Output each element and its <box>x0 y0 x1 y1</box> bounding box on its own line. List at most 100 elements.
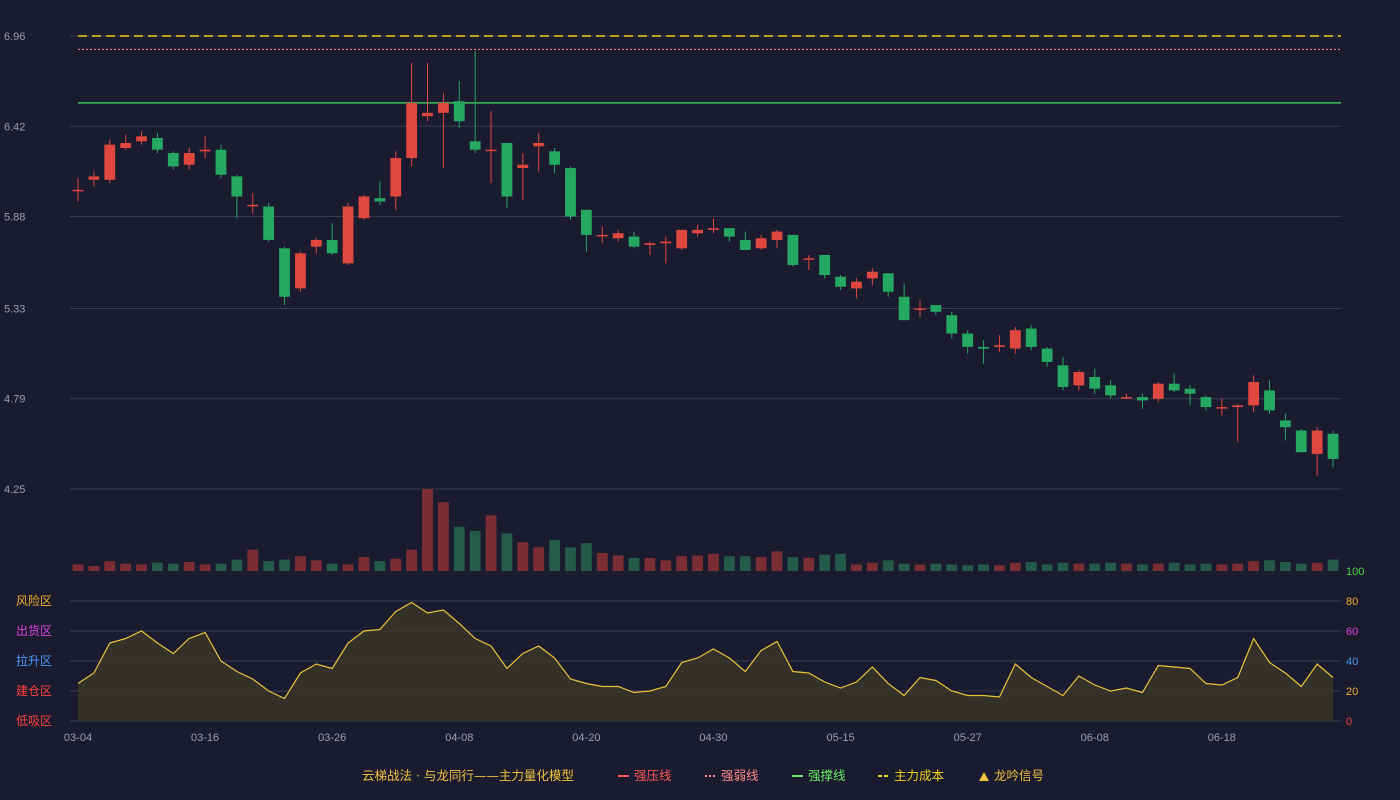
candle-body <box>1279 420 1291 428</box>
volume-bar <box>914 564 926 571</box>
volume-bar <box>72 564 84 571</box>
candle-body <box>644 243 656 245</box>
candle-body <box>565 168 576 217</box>
candle-body <box>501 142 513 197</box>
volume-bar <box>549 539 561 571</box>
candle-body <box>1057 365 1069 388</box>
volume-bar <box>136 564 147 571</box>
candle-body <box>676 229 688 249</box>
candle-body <box>279 248 290 297</box>
volume-bar <box>183 561 195 571</box>
zone-label: 出货区 <box>16 623 52 638</box>
candle-body <box>1041 348 1053 362</box>
volume-bar <box>660 560 672 571</box>
candle-body <box>914 308 926 310</box>
volume-bar <box>1184 564 1196 571</box>
x-tick-label: 04-20 <box>572 732 600 744</box>
legend-item-label: 龙吟信号 <box>994 768 1044 783</box>
oscillator-tick-label: 60 <box>1346 626 1358 638</box>
candle-body <box>167 153 179 167</box>
candle-body <box>962 333 974 347</box>
volume-bar <box>580 543 592 571</box>
candle-body <box>755 238 767 249</box>
candle-body <box>1089 377 1101 389</box>
legend-item-label: 强压线 <box>634 768 672 783</box>
oscillator-tick-label: 20 <box>1346 686 1358 698</box>
x-tick-label: 06-18 <box>1208 732 1236 744</box>
candle-body <box>1009 330 1021 349</box>
volume-bar <box>406 549 418 571</box>
candle-body <box>358 196 370 219</box>
volume-bar <box>358 557 370 571</box>
volume-bar <box>295 556 306 571</box>
candle-body <box>978 346 989 349</box>
x-tick-label: 04-08 <box>445 732 473 744</box>
volume-bar <box>787 557 799 571</box>
volume-bar <box>676 556 688 571</box>
x-tick-label: 05-27 <box>954 732 982 744</box>
legend-title: 云梯战法 · 与龙同行——主力量化模型 <box>362 768 574 783</box>
volume-bar <box>326 563 338 571</box>
zone-label: 风险区 <box>16 593 52 608</box>
volume-bar <box>501 533 513 571</box>
candle-body <box>692 229 703 234</box>
candle-body <box>422 112 433 117</box>
price-tick-label: 6.96 <box>4 31 25 43</box>
candle-body <box>835 276 846 287</box>
volume-bar <box>469 530 481 571</box>
candle-body <box>628 236 640 247</box>
volume-bar <box>437 502 449 571</box>
candle-body <box>469 141 481 150</box>
volume-bar <box>422 489 433 571</box>
volume-bar <box>1121 563 1132 571</box>
zone-label: 建仓区 <box>16 684 52 698</box>
volume-bar <box>215 563 227 571</box>
candle-body <box>247 204 259 207</box>
volume-bar <box>882 560 894 571</box>
candle-body <box>708 228 719 230</box>
candle-body <box>930 305 942 312</box>
candle-body <box>882 273 894 292</box>
volume-bar <box>866 562 878 571</box>
volume-bar <box>1089 563 1101 571</box>
candle-body <box>485 149 497 152</box>
price-tick-label: 5.33 <box>4 303 25 315</box>
volume-bar <box>835 553 846 571</box>
volume-bar <box>644 557 656 571</box>
candle-body <box>580 209 592 235</box>
candle-body <box>787 234 799 266</box>
candle-body <box>1025 328 1037 347</box>
candle-body <box>1137 397 1148 401</box>
legend-item-label: 主力成本 <box>894 768 945 783</box>
volume-bar <box>279 559 290 571</box>
x-tick-label: 03-04 <box>64 732 92 744</box>
candle-body <box>183 153 195 165</box>
candle-body <box>310 239 322 247</box>
candle-body <box>1232 405 1244 408</box>
legend-item-label: 强撑线 <box>808 768 846 783</box>
volume-bar <box>199 564 211 571</box>
volume-bar <box>1216 564 1228 571</box>
candle-body <box>152 137 163 150</box>
candle-body <box>549 151 561 165</box>
volume-bar <box>1009 562 1021 571</box>
volume-bar <box>1200 563 1212 571</box>
candle-body <box>1295 430 1307 453</box>
x-tick-label: 04-30 <box>699 732 727 744</box>
zone-label: 拉升区 <box>16 653 52 668</box>
candle-body <box>660 241 672 244</box>
volume-bar <box>152 562 163 571</box>
volume-bar <box>374 561 386 571</box>
candle-body <box>1216 407 1228 409</box>
volume-bar <box>612 555 624 571</box>
volume-bar <box>517 542 529 571</box>
volume-bar <box>898 563 910 571</box>
candle-body <box>1184 388 1196 394</box>
candle-body <box>72 189 84 192</box>
volume-bar <box>978 564 989 571</box>
volume-bar <box>755 557 767 571</box>
volume-bar <box>1057 562 1069 571</box>
candle-body <box>851 281 862 289</box>
candle-body <box>406 102 418 159</box>
